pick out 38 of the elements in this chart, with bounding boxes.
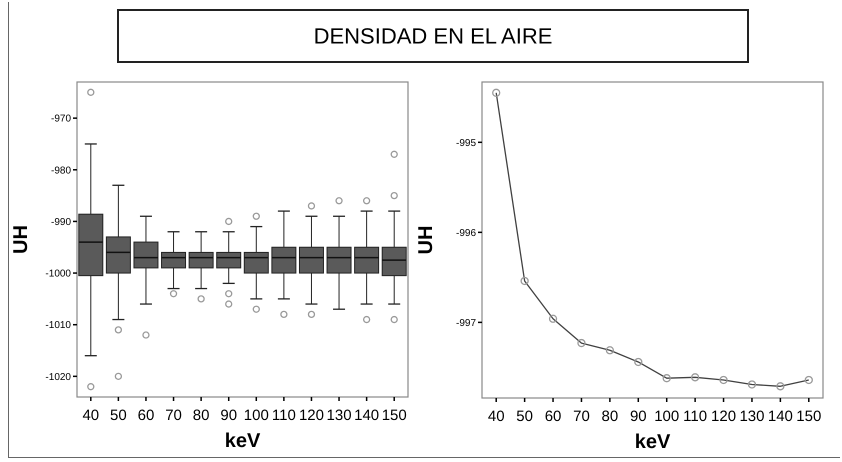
x-tick-label: 130	[326, 407, 352, 424]
x-tick-label: 70	[573, 408, 590, 425]
x-tick-label: 140	[354, 407, 380, 424]
y-tick-label: -1020	[45, 372, 72, 383]
x-tick-label: 130	[739, 408, 764, 425]
x-tick-label: 140	[768, 408, 793, 425]
y-tick-label: -970	[50, 114, 72, 125]
x-tick-label: 150	[382, 407, 407, 424]
y-tick-label: -1000	[45, 268, 72, 280]
x-tick-label: 110	[683, 408, 708, 425]
x-tick-label: 90	[630, 408, 647, 425]
x-tick-label: 120	[298, 407, 324, 424]
x-tick-label: 70	[165, 407, 182, 424]
x-tick-label: 40	[82, 407, 100, 424]
x-tick-label: 50	[110, 407, 127, 424]
y-tick-label: -990	[50, 216, 72, 228]
x-tick-label: 100	[244, 407, 269, 424]
x-tick-label: 110	[272, 407, 296, 424]
x-tick-label: 40	[488, 408, 505, 425]
y-tick-label: -980	[50, 165, 72, 176]
x-axis-title: keV	[634, 431, 671, 453]
x-tick-label: 100	[654, 408, 680, 425]
y-tick-label: -1010	[45, 320, 72, 332]
x-tick-label: 150	[796, 408, 822, 425]
chart-title: DENSIDAD EN EL AIRE	[314, 24, 552, 49]
x-axis-title: keV	[224, 430, 261, 452]
x-tick-label: 80	[602, 408, 618, 425]
x-tick-label: 90	[220, 407, 238, 424]
y-axis-title: UH	[10, 225, 32, 254]
x-tick-label: 60	[138, 407, 154, 424]
y-tick-label: -996	[456, 228, 476, 239]
x-tick-label: 80	[192, 407, 210, 424]
x-tick-label: 50	[516, 408, 533, 425]
y-tick-label: -997	[456, 318, 476, 329]
x-tick-label: 60	[544, 408, 562, 425]
x-tick-label: 120	[711, 408, 736, 425]
y-axis-title: UH	[415, 226, 437, 254]
y-tick-label: -995	[456, 138, 476, 149]
